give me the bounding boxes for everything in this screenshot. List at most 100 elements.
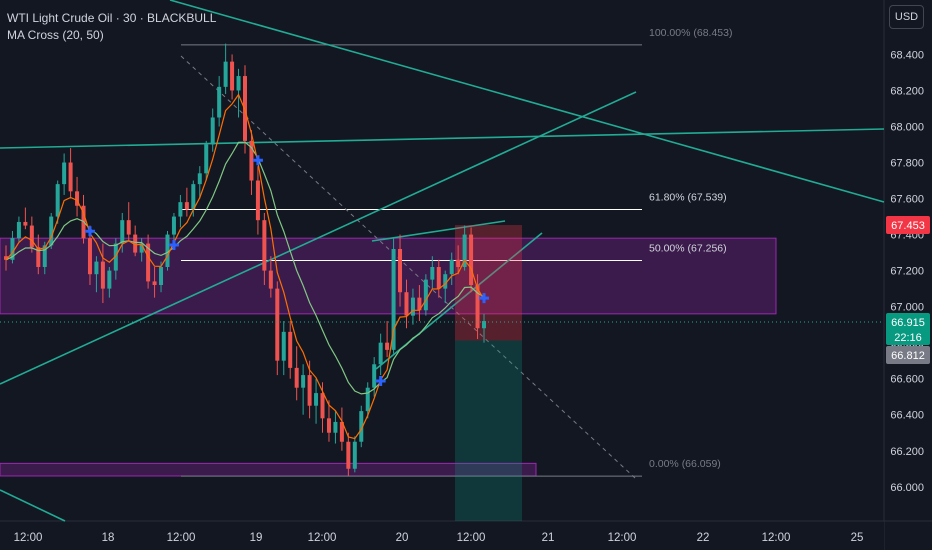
trend-line-rising-support[interactable] [0,91,637,385]
candle-body [249,140,254,181]
candle-body [320,393,325,419]
time-axis-panel[interactable] [0,520,932,550]
ma-cross-marker [168,240,179,251]
target-price-badge-text: 66.812 [891,350,925,362]
candle-body [443,274,448,289]
candle-body [404,292,409,316]
candle-body [87,238,92,275]
candle-body [449,259,454,275]
candle-body [217,86,222,118]
candle-body [100,261,105,289]
price-tick-label: 67.000 [890,302,924,314]
candle-body [352,441,357,469]
trend-line-lower-descending[interactable] [0,489,66,522]
candle-body [152,281,157,286]
candle-body [139,243,144,253]
time-tick-label: 19 [250,532,263,544]
candle-body [223,61,228,87]
candle-body [314,393,319,406]
candle-body [301,375,306,388]
ma-slow-line[interactable] [5,141,485,395]
candle-body [159,267,164,286]
trend-line-channel-top[interactable] [371,220,506,242]
candle-body [107,270,112,289]
position-reward-zone[interactable] [455,340,522,522]
time-tick-label: 12:00 [167,532,196,544]
price-tick-label: 67.600 [890,194,924,206]
price-tick-label: 68.200 [890,85,924,97]
candle-body [307,375,312,406]
time-tick-label: 22 [697,532,710,544]
candle-body [126,220,131,235]
price-tick-label: 66.200 [890,446,924,458]
candle-body [359,411,364,442]
candle-body [94,261,99,275]
indicator-title[interactable]: MA Cross (20, 50) [7,28,104,42]
candle-body [365,387,370,412]
candle-body [230,61,235,91]
symbol-title[interactable]: WTI Light Crude Oil · 30 · BLACKBULL [7,11,217,25]
candle-body [326,418,331,433]
candle-body [255,180,260,221]
candle-body [430,267,435,280]
trend-line-horizontal-resistance[interactable] [0,128,885,149]
ma-fast-line[interactable] [5,93,485,440]
candle-body [75,191,80,206]
chart-legend: WTI Light Crude Oil · 30 · BLACKBULL MA … [7,10,216,44]
time-tick-label: 20 [396,532,409,544]
price-axis-panel[interactable] [883,0,932,550]
candle-body [456,259,461,267]
candle-body [417,297,422,311]
candle-body [178,202,183,217]
candle-body [423,279,428,311]
fib-level-label: 50.00% (67.256) [649,243,727,255]
ma-cross-marker [84,226,95,237]
candle-body [436,267,441,289]
candle-body [288,331,293,368]
candle-body [146,243,151,282]
candle-body [120,220,125,244]
candle-body [197,173,202,185]
time-tick-label: 12:00 [762,532,791,544]
candle-body [410,297,415,316]
stop-price-badge[interactable] [886,216,930,235]
current-price-badge[interactable] [886,312,930,345]
candle-body [268,270,273,289]
time-tick-label: 18 [102,532,115,544]
ma-cross-markers [84,155,489,387]
candle-body [391,248,396,350]
time-tick-label: 12:00 [608,532,637,544]
candle-body [184,202,189,210]
ma-cross-marker [375,376,386,387]
candle-body [385,342,390,350]
candle-body [36,247,41,267]
current-price-badge-text: 66.915 [891,317,925,329]
trend-line-upper-descending[interactable] [169,0,885,203]
fib-level-label: 100.00% (68.453) [649,27,732,39]
candle-body [372,364,377,388]
candle-body [42,245,47,267]
candle-body [4,256,8,260]
time-tick-label: 21 [542,532,555,544]
candle-body [262,220,267,271]
candle-body [191,184,196,210]
candle-body [10,238,15,260]
candle-body [68,162,73,192]
candle-body [204,144,209,174]
candle-body [165,234,170,267]
stop-price-badge-text: 67.453 [891,220,925,232]
supply-demand-zone[interactable] [0,237,777,315]
candle-body [55,184,60,217]
time-tick-label: 12:00 [457,532,486,544]
price-tick-label: 66.400 [890,410,924,422]
current-price-badge-text: 22:16 [894,332,922,344]
candle-body [16,221,21,239]
ma-cross-marker [479,293,489,304]
fib-level-label: 61.80% (67.539) [649,192,727,204]
target-price-badge[interactable] [886,345,930,364]
currency-button[interactable]: USD [889,5,924,29]
candle-body [378,342,383,365]
fib-level-label: 0.00% (66.059) [649,458,721,470]
candle-body [475,285,480,329]
